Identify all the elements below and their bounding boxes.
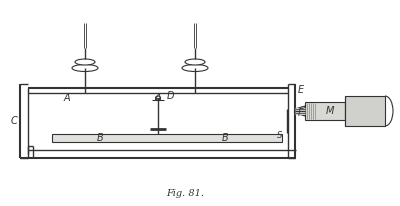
Bar [52,134,282,142]
Bar [345,96,385,126]
Text: B: B [97,133,103,143]
Polygon shape [295,106,305,116]
Text: S: S [277,131,283,140]
Ellipse shape [75,59,95,65]
Text: E: E [298,85,304,95]
Text: D: D [167,91,174,101]
Ellipse shape [182,64,208,71]
Text: C: C [11,116,17,126]
Bar [305,102,345,120]
Text: B: B [222,133,228,143]
Text: Fig. 81.: Fig. 81. [166,190,204,199]
Ellipse shape [156,96,160,100]
Ellipse shape [72,64,98,71]
Text: M: M [326,106,334,116]
Text: A: A [63,93,70,103]
Ellipse shape [185,59,205,65]
Text: F: F [298,108,304,118]
Text: A: A [155,93,161,103]
